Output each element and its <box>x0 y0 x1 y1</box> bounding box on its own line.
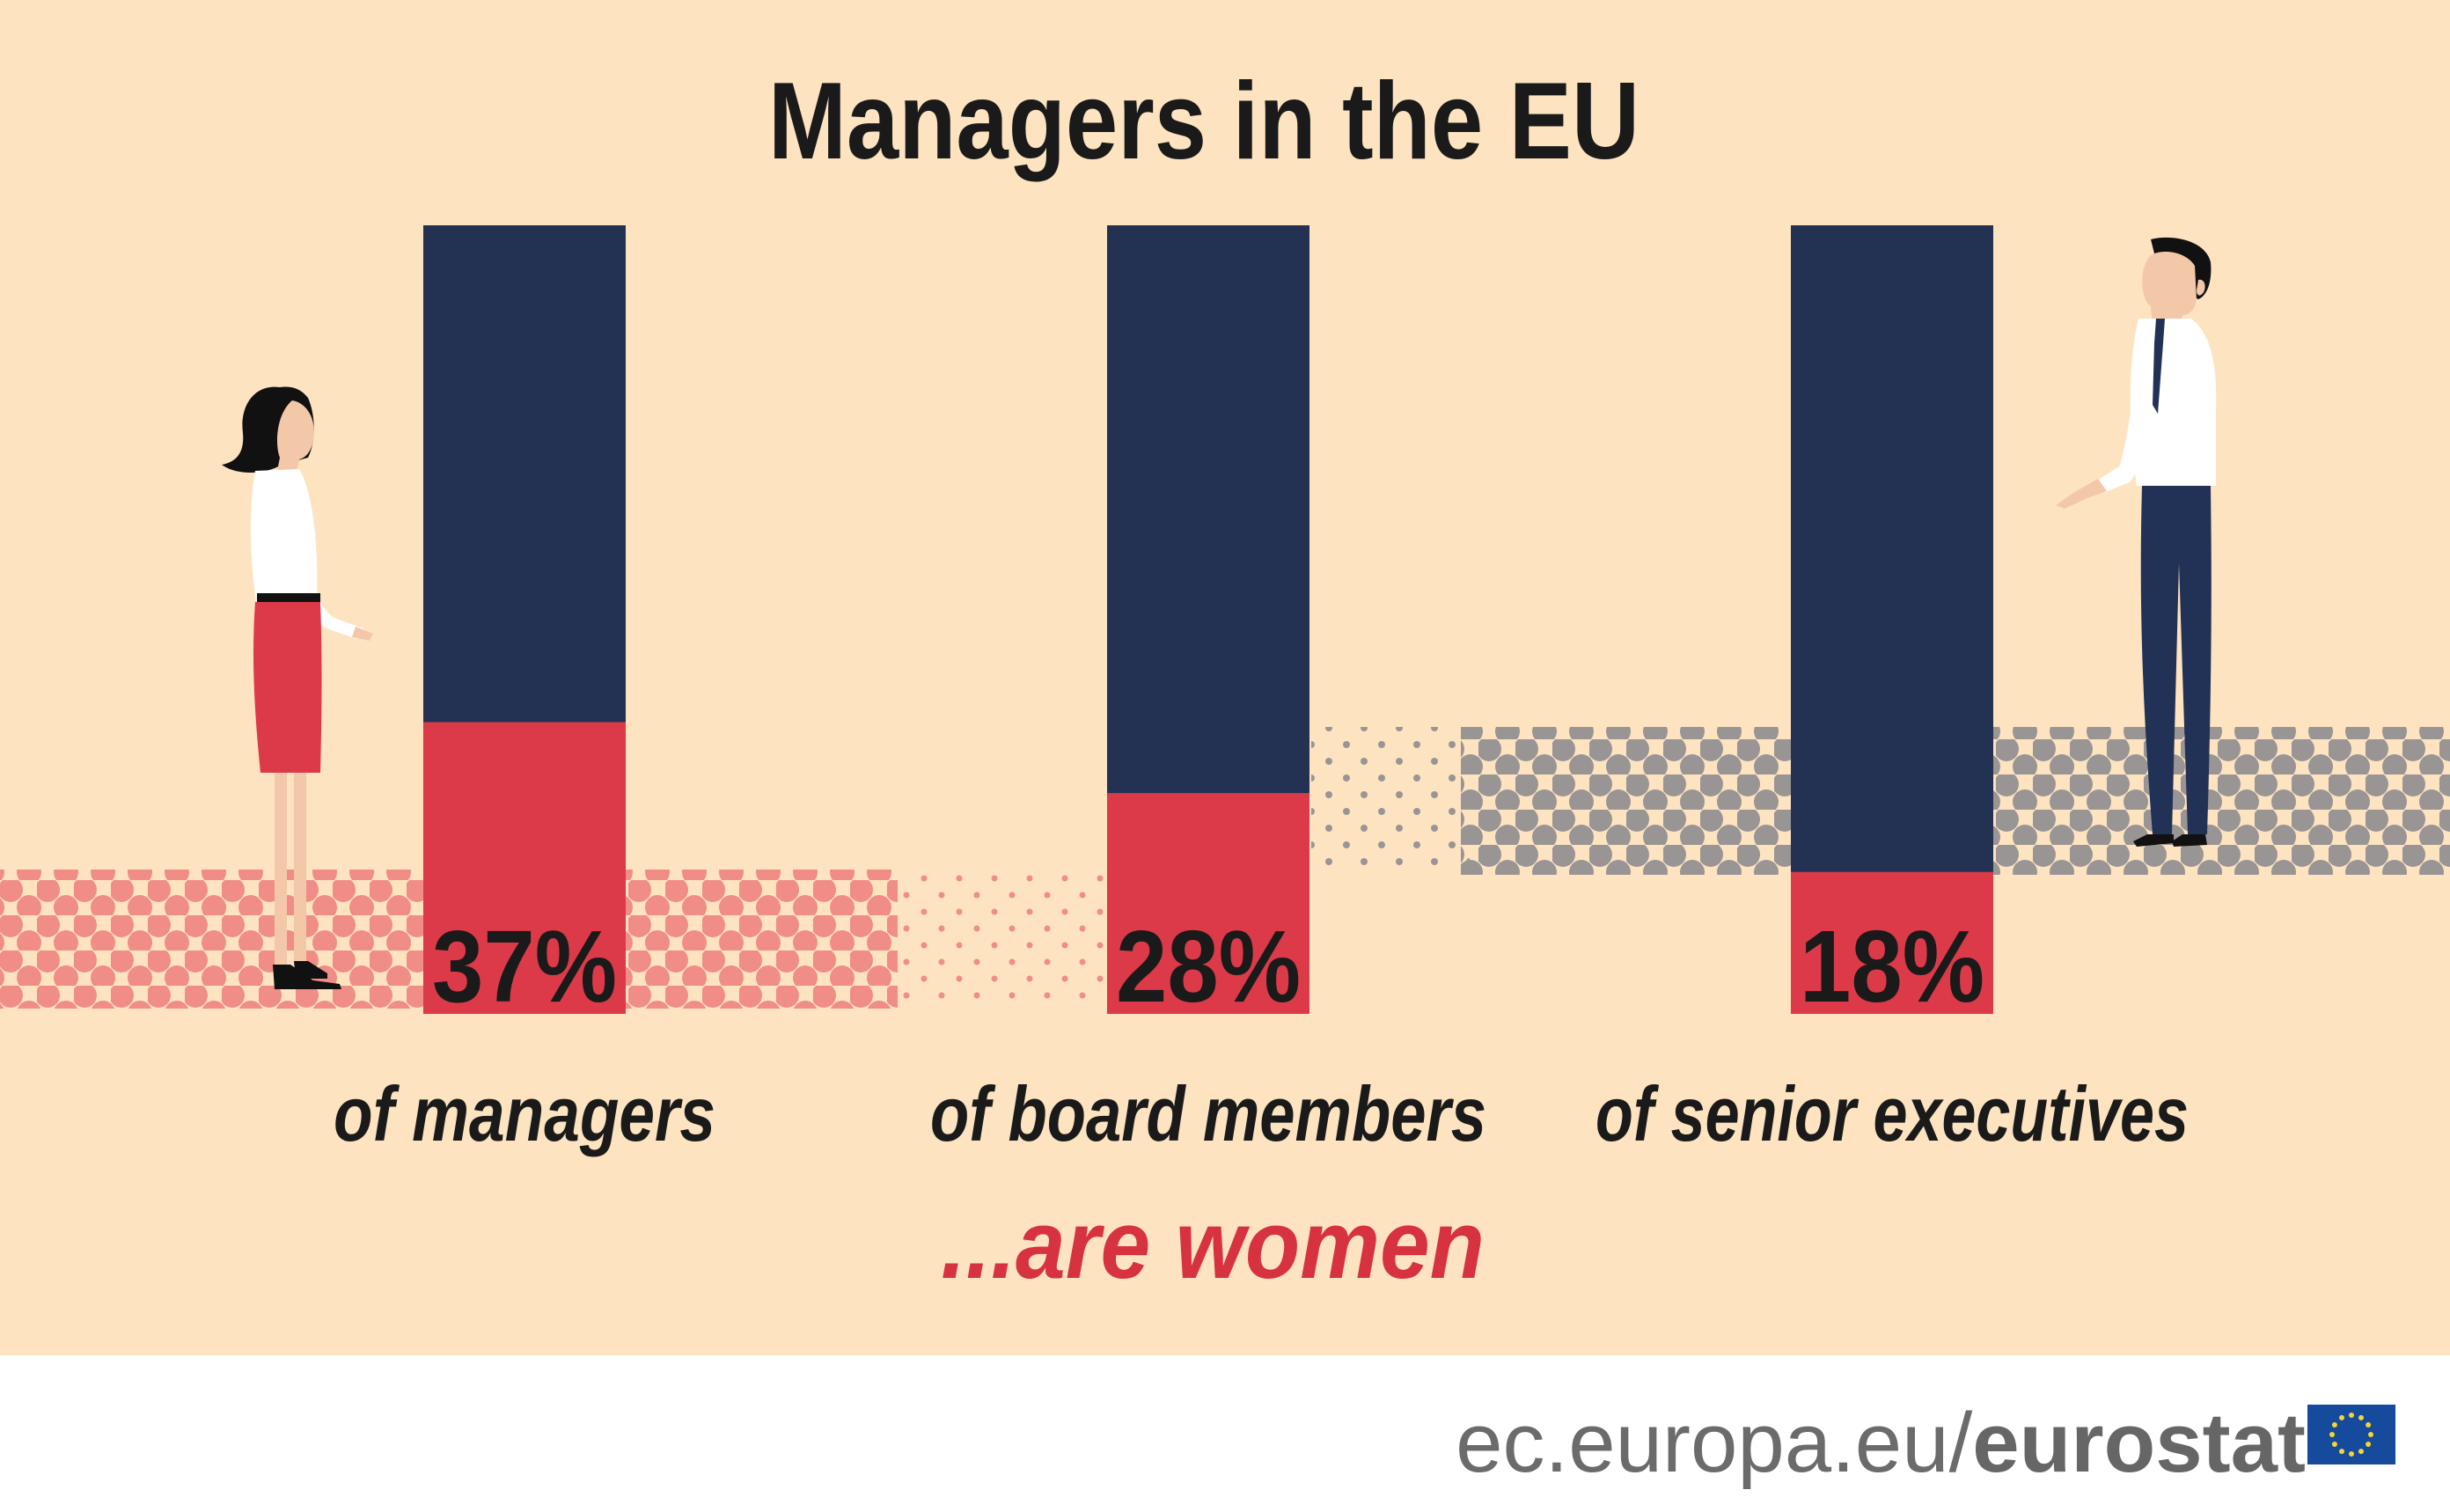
bars-group: 37% 28% 18% <box>423 225 1993 1024</box>
category-label-1: of board members <box>930 1070 1486 1157</box>
chart-title: Managers in the EU <box>768 61 1639 182</box>
eu-star-icon <box>2349 1451 2354 1457</box>
eu-star-icon <box>2339 1449 2344 1455</box>
are-women-label: ...are women <box>941 1191 1485 1299</box>
man-figure-icon <box>2056 237 2217 847</box>
footer-url-prefix: ec.europa.eu/ <box>1456 1396 1972 1490</box>
category-labels: of managers of board members of senior exe… <box>334 1070 2189 1157</box>
eu-star-icon <box>2358 1414 2364 1420</box>
eu-star-icon <box>2366 1422 2372 1428</box>
value-label-2: 18% <box>1800 909 1984 1024</box>
value-label-1: 28% <box>1116 909 1301 1024</box>
bar-women-2 <box>1791 871 1993 1014</box>
footer-brand: eurostat <box>1972 1396 2306 1490</box>
eu-star-icon <box>2358 1449 2364 1455</box>
eu-star-icon <box>2366 1442 2372 1447</box>
eu-flag-icon <box>2307 1405 2395 1464</box>
eu-star-icon <box>2331 1422 2337 1428</box>
eu-star-icon <box>2349 1413 2354 1418</box>
footer-url: ec.europa.eu/eurostat <box>1456 1396 2306 1490</box>
eu-star-icon <box>2331 1442 2337 1447</box>
value-label-0: 37% <box>432 909 617 1024</box>
eu-star-icon <box>2368 1432 2373 1437</box>
bar-women-1 <box>1107 793 1309 1014</box>
bar-women-0 <box>423 722 626 1014</box>
woman-figure-icon <box>222 386 373 989</box>
eu-star-icon <box>2339 1414 2344 1420</box>
category-label-0: of managers <box>334 1070 715 1157</box>
category-label-2: of senior executives <box>1595 1070 2189 1157</box>
footer-background <box>0 1355 2450 1512</box>
eu-star-icon <box>2329 1432 2335 1437</box>
